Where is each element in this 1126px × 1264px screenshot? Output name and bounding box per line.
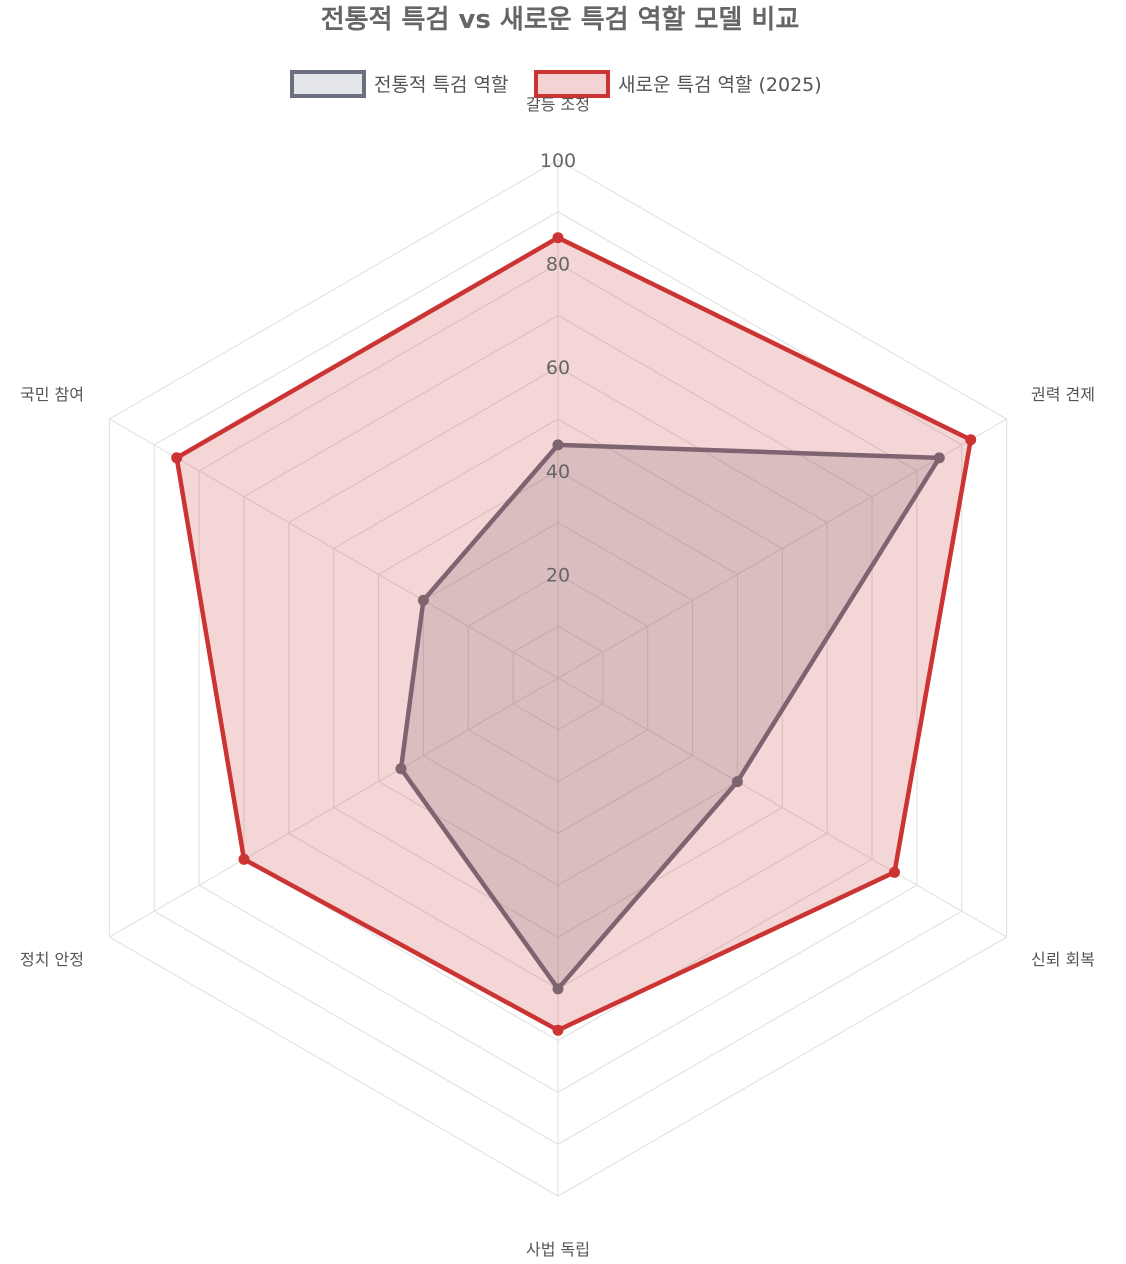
legend-label-new: 새로운 특검 역할 (2025) [618,74,822,96]
tick-label: 60 [546,357,570,379]
axis-label: 국민 참여 [20,385,84,404]
data-point[interactable] [395,763,407,775]
axis-label: 정치 안정 [20,950,84,969]
data-point[interactable] [731,776,743,788]
data-point[interactable] [552,232,564,244]
grid-spoke [109,677,559,938]
legend-item-new[interactable]: 새로운 특검 역할 (2025) [534,70,822,98]
axis-label: 갈등 조정 [526,95,590,114]
legend-label-traditional: 전통적 특검 역할 [374,74,508,96]
series-area [174,235,973,1033]
series-0 [395,439,945,995]
tick-label: 100 [540,150,576,172]
grid-spoke [557,677,1007,938]
axis-label: 권력 견제 [1031,385,1095,404]
tick-label: 40 [546,461,570,483]
axis-label: 신뢰 회복 [1031,950,1095,969]
axis-label: 사법 독립 [526,1240,590,1259]
data-point[interactable] [889,866,900,878]
data-point[interactable] [933,452,945,464]
legend: 전통적 특검 역할 새로운 특검 역할 (2025) [290,70,822,98]
grid-spoke [557,418,1007,679]
tick-label: 20 [546,564,570,586]
radar-series [171,232,977,1036]
data-point[interactable] [417,594,429,606]
tick-label: 80 [546,254,570,276]
legend-item-traditional[interactable]: 전통적 특검 역할 [290,70,508,98]
legend-swatch-traditional [290,70,366,98]
legend-swatch-new [534,70,610,98]
series-1 [171,232,977,1036]
chart-title: 전통적 특검 vs 새로운 특검 역할 모델 비교 [321,5,800,35]
data-point[interactable] [552,983,564,995]
data-point[interactable] [552,439,564,451]
radial-tick-labels: 20 40 60 80 100 [540,150,576,586]
data-point[interactable] [965,434,977,446]
data-point[interactable] [171,452,183,464]
data-point[interactable] [238,853,250,865]
data-point[interactable] [552,1024,564,1036]
grid-spoke [109,418,559,679]
